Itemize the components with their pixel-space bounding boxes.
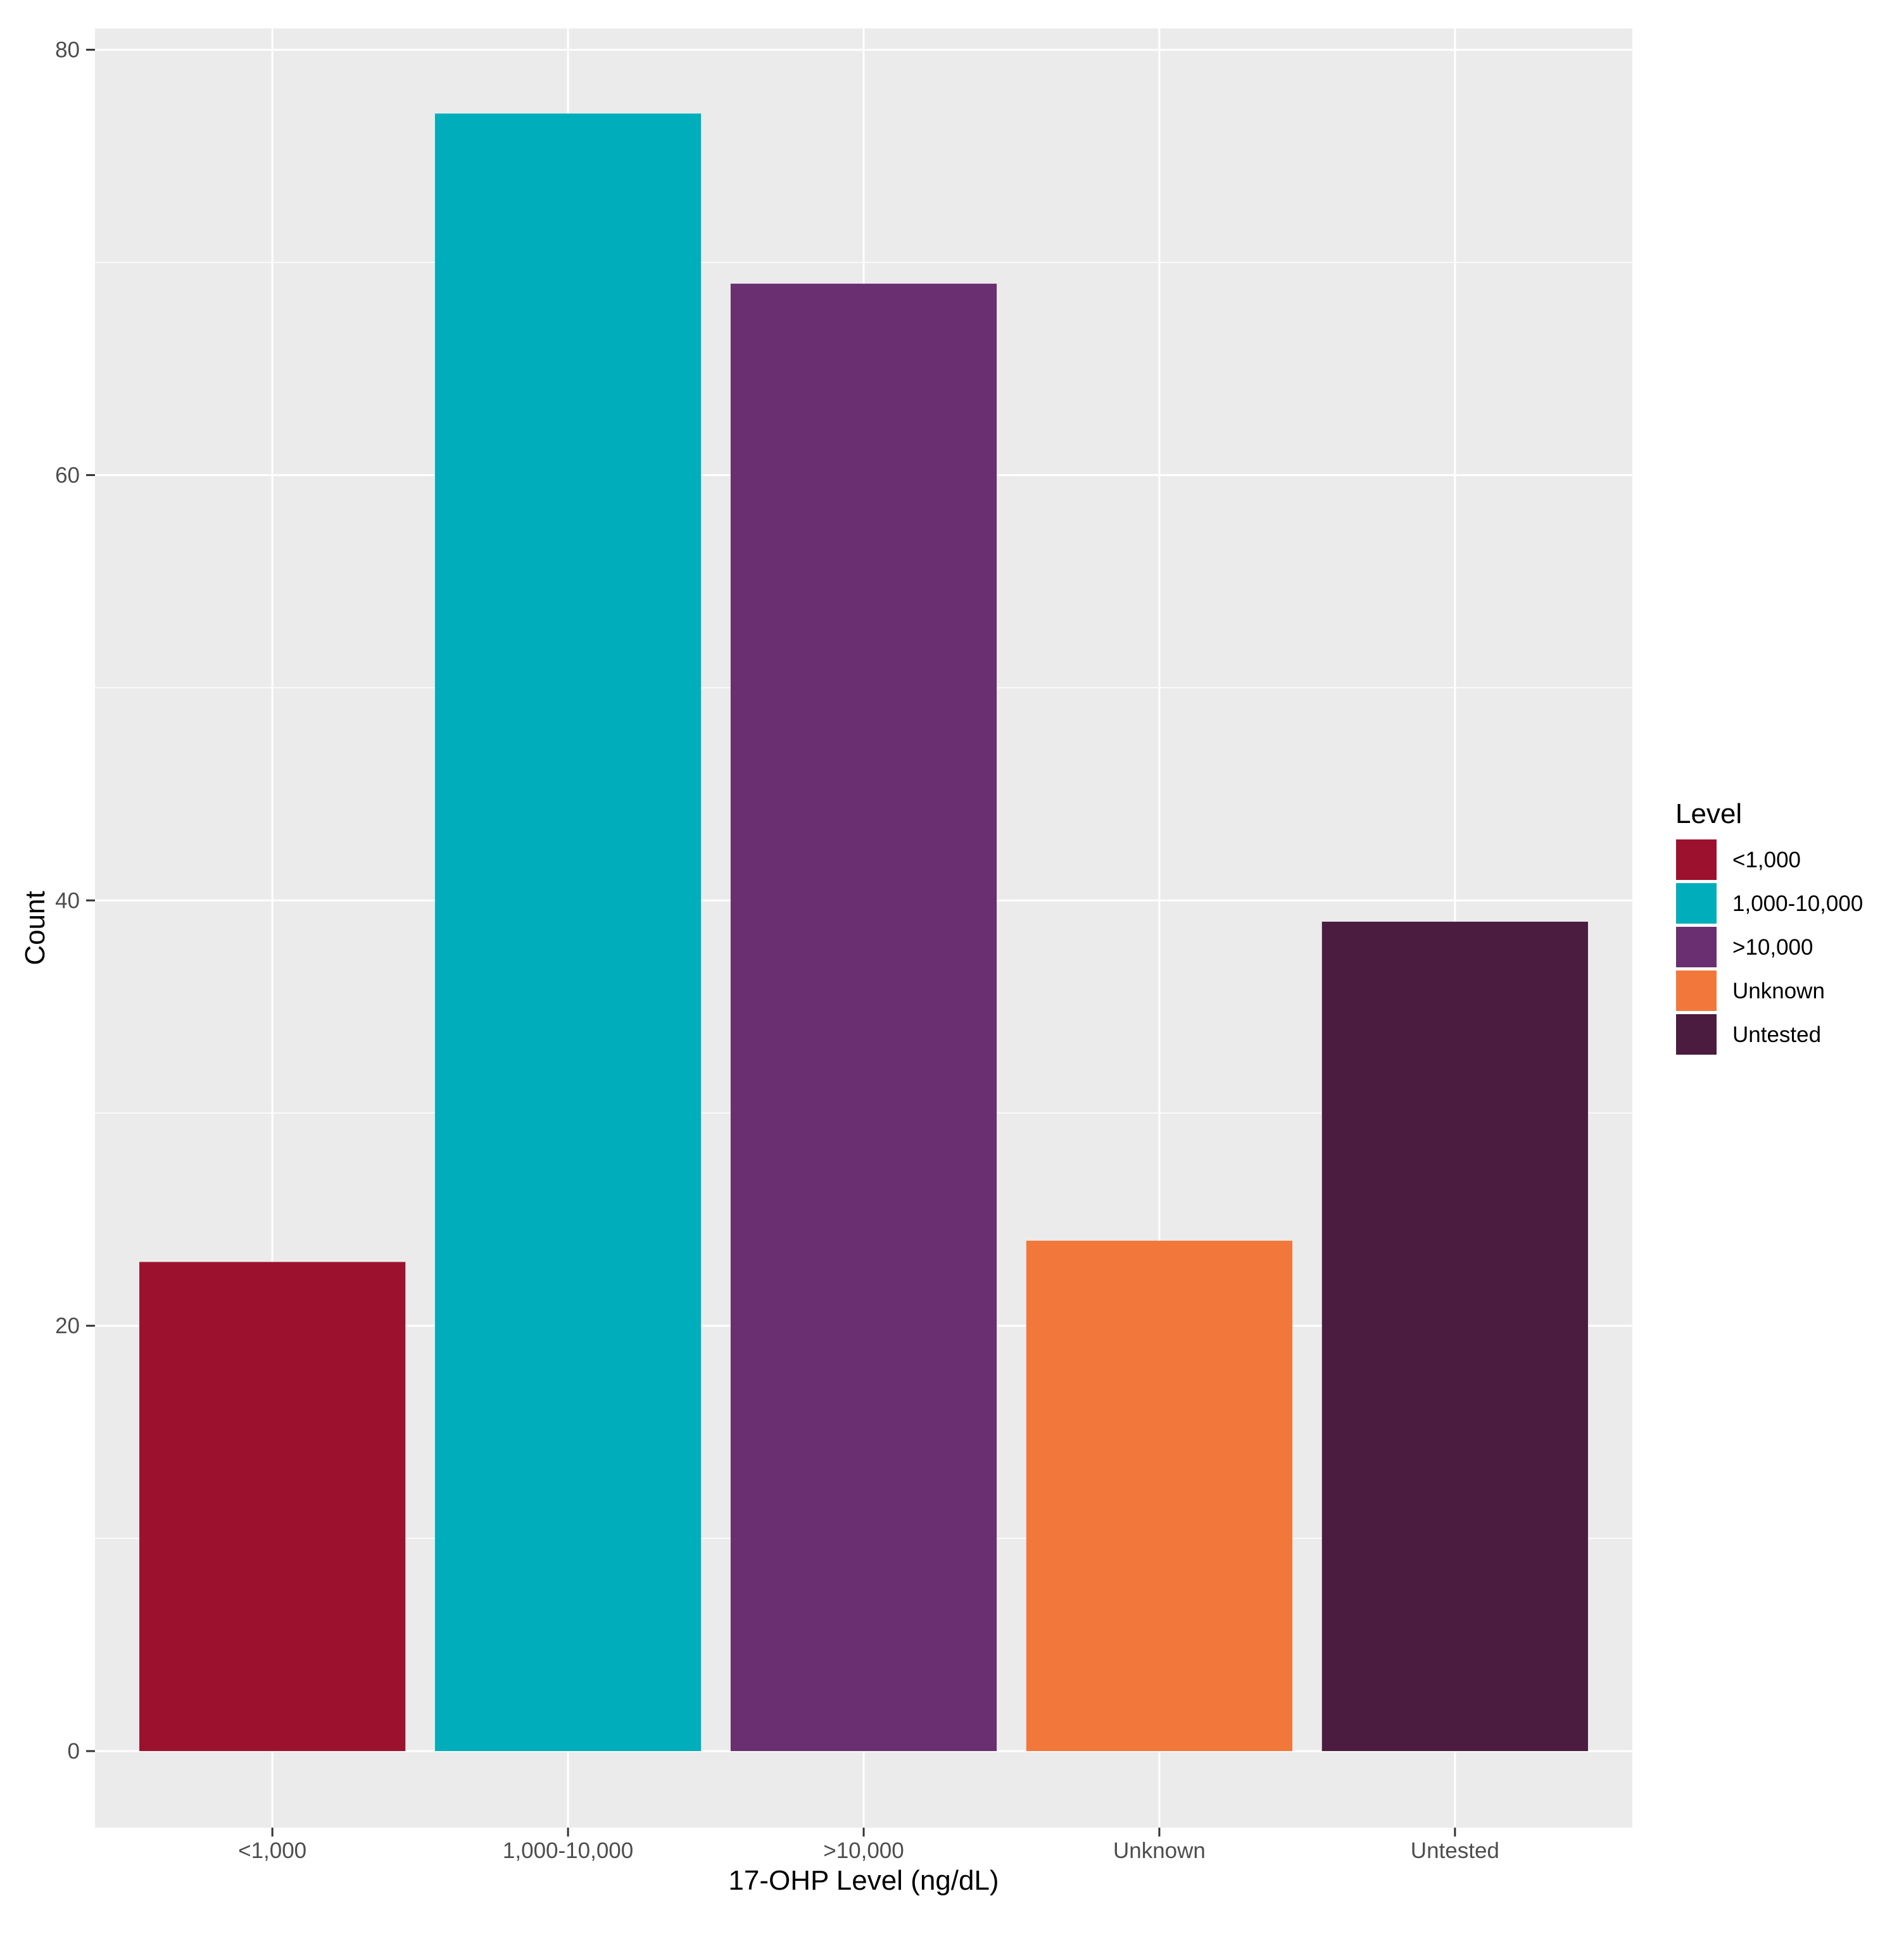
y-tick-label: 40 <box>55 888 80 913</box>
legend-label: Unknown <box>1732 979 1825 1003</box>
legend-key <box>1675 882 1718 925</box>
x-axis-title: 17-OHP Level (ng/dL) <box>728 1865 999 1896</box>
legend-label: Untested <box>1732 1022 1821 1047</box>
legend-title: Level <box>1675 798 1742 829</box>
y-axis: 0 20 40 60 80 <box>55 38 95 1764</box>
legend-label: >10,000 <box>1732 935 1813 960</box>
x-axis: <1,000 1,000-10,000 >10,000 Unknown Untested <box>238 1828 1499 1863</box>
legend: Level <1,000 1,000-10,000 >10,000 Unknown Un… <box>1675 798 1863 1056</box>
y-axis-title: Count <box>20 891 51 965</box>
bar <box>139 1262 406 1752</box>
legend-label: <1,000 <box>1732 848 1801 872</box>
legend-key <box>1675 969 1718 1012</box>
y-tick-label: 60 <box>55 463 80 487</box>
y-tick-label: 0 <box>68 1739 80 1764</box>
x-tick-label: <1,000 <box>238 1838 306 1863</box>
legend-key <box>1675 926 1718 969</box>
bar <box>1026 1240 1293 1752</box>
x-tick-label: Untested <box>1411 1838 1499 1863</box>
x-tick-label: 1,000-10,000 <box>503 1838 633 1863</box>
bar <box>1321 921 1588 1752</box>
bar <box>730 284 997 1752</box>
legend-key <box>1675 838 1718 881</box>
x-tick-label: >10,000 <box>823 1838 904 1863</box>
y-tick-label: 80 <box>55 38 80 63</box>
bars <box>139 113 1588 1752</box>
legend-label: 1,000-10,000 <box>1732 891 1863 916</box>
legend-key <box>1675 1013 1718 1056</box>
bar <box>434 113 702 1752</box>
x-tick-label: Unknown <box>1113 1838 1206 1863</box>
y-tick-label: 20 <box>55 1314 80 1338</box>
